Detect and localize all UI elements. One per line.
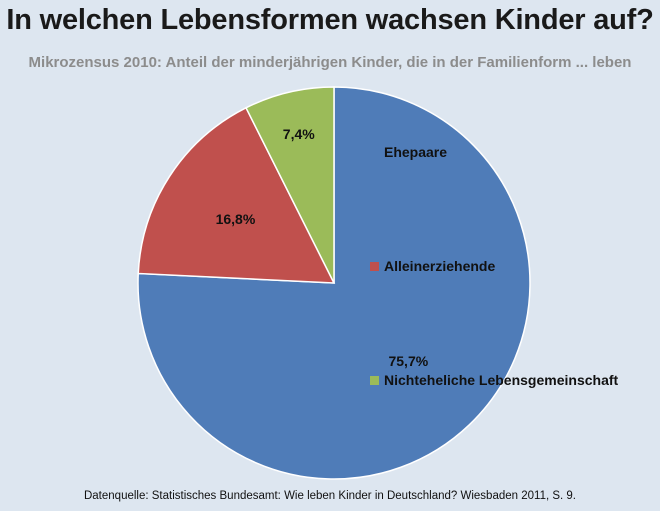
slice-label-ehepaare: 75,7%: [388, 353, 428, 369]
legend-swatch-nichteheliche: [370, 375, 379, 385]
slice-label-alleinerziehende: 16,8%: [216, 211, 256, 227]
legend-item-alleinerziehende: Alleinerziehende: [370, 258, 495, 274]
legend-label-alleinerziehende: Alleinerziehende: [384, 258, 496, 274]
legend-swatch-alleinerziehende: [370, 261, 379, 271]
legend-item-ehepaare: Ehepaare: [370, 144, 447, 160]
slice-label-nichteheliche: 7,4%: [283, 126, 315, 142]
pie-slice-nichteheliche: [245, 86, 335, 284]
legend-item-nichteheliche: Nichteheliche Lebensgemeinschaft: [370, 372, 618, 388]
pie-slice-alleinerziehende: [137, 106, 336, 284]
legend-label-ehepaare: Ehepaare: [384, 144, 448, 160]
legend-label-nichteheliche: Nichteheliche Lebensgemeinschaft: [384, 372, 619, 388]
pie-slice-ehepaare: [137, 86, 531, 480]
data-source-note: Datenquelle: Statistisches Bundesamt: Wi…: [83, 490, 577, 502]
legend-swatch-ehepaare: [370, 147, 379, 157]
chart-title: In welchen Lebensformen wachsen Kinder a…: [6, 4, 654, 36]
chart-subtitle: Mikrozensus 2010: Anteil der minderjähri…: [28, 54, 632, 71]
